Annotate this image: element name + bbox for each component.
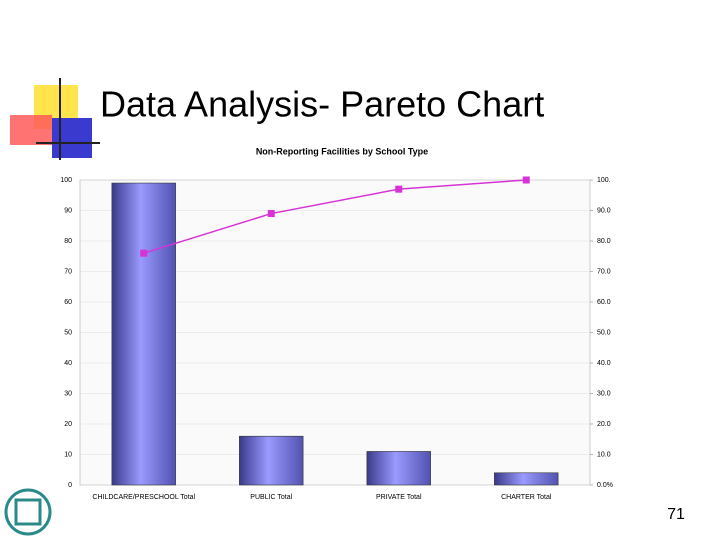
y-tick-label: 60 bbox=[64, 299, 72, 306]
y-tick-label: 100 bbox=[60, 177, 72, 184]
x-tick-label: PRIVATE Total bbox=[376, 494, 422, 501]
y2-tick-label: 60.0 bbox=[597, 299, 611, 306]
bar bbox=[111, 182, 176, 486]
line-marker bbox=[522, 176, 530, 184]
line-marker bbox=[267, 210, 275, 218]
y-tick-label: 10 bbox=[64, 451, 72, 458]
x-tick-label: CHARTER Total bbox=[501, 494, 552, 501]
bar bbox=[239, 435, 304, 486]
y2-tick-label: 30.0 bbox=[597, 390, 611, 397]
y2-tick-label: 20.0 bbox=[597, 421, 611, 428]
y-tick-label: 70 bbox=[64, 268, 72, 275]
line-marker bbox=[140, 249, 148, 257]
x-tick-label: CHILDCARE/PRESCHOOL Total bbox=[92, 494, 195, 501]
decoration bbox=[10, 78, 100, 160]
y-tick-label: 0 bbox=[68, 482, 72, 489]
chart-title: Non-Reporting Facilities by School Type bbox=[256, 146, 428, 156]
y2-tick-label: 80.0 bbox=[597, 238, 611, 245]
bar bbox=[366, 451, 431, 486]
y2-tick-label: 0.0% bbox=[597, 482, 613, 489]
page-number: 71 bbox=[667, 506, 685, 523]
cumulative-line bbox=[143, 179, 527, 254]
y2-tick-label: 40.0 bbox=[597, 360, 611, 367]
line-marker bbox=[395, 185, 403, 193]
y-tick-label: 50 bbox=[64, 329, 72, 336]
y2-tick-label: 100. bbox=[597, 177, 611, 184]
y-tick-label: 90 bbox=[64, 207, 72, 214]
y2-tick-label: 50.0 bbox=[597, 329, 611, 336]
y-tick-label: 80 bbox=[64, 238, 72, 245]
y2-tick-label: 70.0 bbox=[597, 268, 611, 275]
y-tick-label: 20 bbox=[64, 421, 72, 428]
corner-icon bbox=[4, 488, 52, 536]
y2-tick-label: 90.0 bbox=[597, 207, 611, 214]
y-tick-label: 40 bbox=[64, 360, 72, 367]
x-tick-label: PUBLIC Total bbox=[250, 494, 292, 501]
y2-tick-label: 10.0 bbox=[597, 451, 611, 458]
y-tick-label: 30 bbox=[64, 390, 72, 397]
slide-title: Data Analysis- Pareto Chart bbox=[100, 84, 544, 125]
bar bbox=[494, 472, 559, 486]
